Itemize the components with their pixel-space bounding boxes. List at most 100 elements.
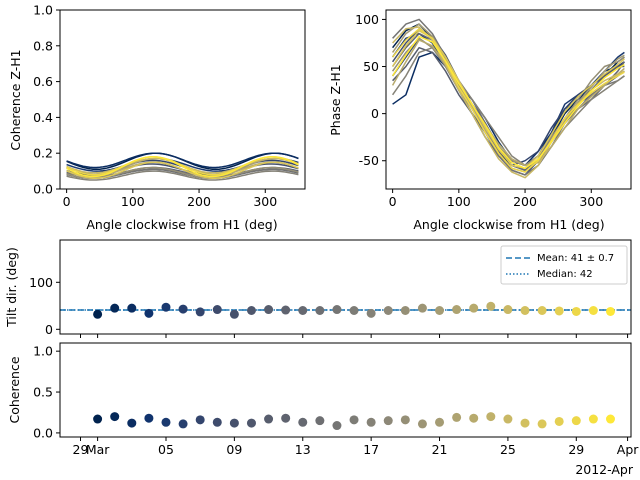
coherence-ytick-label: 1.0 bbox=[33, 3, 53, 18]
tilt-point bbox=[332, 305, 342, 315]
coherence-timeseries-point bbox=[195, 415, 205, 425]
phase-series-line bbox=[392, 28, 625, 173]
coherence-timeseries-point bbox=[264, 414, 274, 424]
tilt-point bbox=[400, 306, 410, 315]
phase-xtick-label: 100 bbox=[447, 194, 471, 209]
tilt-panel: 0 100 Tilt dir. (deg) Mean: 41 ± 0.7 Medi… bbox=[4, 239, 632, 338]
coherence-timeseries-point bbox=[503, 414, 513, 424]
phase-ytick-label: 50 bbox=[363, 59, 379, 74]
coherence-timeseries-point bbox=[349, 415, 359, 425]
coherence-timeseries-ytick-label: 0.0 bbox=[33, 425, 53, 440]
coherence-xtick-label: 0 bbox=[63, 194, 71, 209]
date-xtick-label: 09 bbox=[226, 442, 242, 457]
phase-xtick-label: 0 bbox=[389, 194, 397, 209]
coherence-series-line bbox=[66, 152, 299, 169]
coherence-timeseries-point bbox=[486, 412, 496, 422]
tilt-point bbox=[315, 306, 325, 315]
coherence-timeseries-point bbox=[435, 417, 445, 427]
coherence-timeseries-point bbox=[537, 419, 547, 429]
coherence-timeseries-point bbox=[383, 416, 393, 426]
coherence-series-line bbox=[66, 170, 299, 181]
coherence-curves bbox=[66, 152, 299, 181]
date-xtick-label: 13 bbox=[295, 442, 311, 457]
phase-series-line bbox=[392, 51, 625, 167]
tilt-point bbox=[212, 305, 222, 315]
coherence-ytick-label: 0.0 bbox=[33, 182, 53, 197]
coherence-ytick-label: 0.8 bbox=[33, 38, 53, 53]
phase-ytick-label: -50 bbox=[359, 153, 379, 168]
date-xtick-label: Mar bbox=[86, 442, 110, 457]
coherence-ytick-label: 0.2 bbox=[33, 146, 53, 161]
coherence-xtick-label: 300 bbox=[253, 194, 277, 209]
coherence-xlabel: Angle clockwise from H1 (deg) bbox=[86, 217, 277, 232]
coherence-timeseries-axes-frame bbox=[59, 342, 632, 438]
phase-panel: 0 100 200 300 -50 0 50 100 Angle clockwise from… bbox=[328, 9, 632, 232]
tilt-ticks: 0 100 bbox=[29, 275, 629, 338]
coherence-ytick-label: 0.6 bbox=[33, 74, 53, 89]
phase-xlabel: Angle clockwise from H1 (deg) bbox=[413, 217, 604, 232]
date-xtick-label: 29 bbox=[568, 442, 584, 457]
tilt-point bbox=[571, 306, 581, 316]
date-offset-label: 2012-Apr bbox=[575, 462, 634, 477]
coherence-timeseries-point bbox=[161, 417, 171, 427]
tilt-point bbox=[298, 306, 308, 315]
tilt-point bbox=[349, 306, 359, 315]
coherence-timeseries-point bbox=[246, 418, 256, 428]
phase-ylabel: Phase Z-H1 bbox=[328, 64, 343, 136]
tilt-point bbox=[246, 306, 256, 315]
coherence-xtick-label: 100 bbox=[121, 194, 145, 209]
tilt-point bbox=[486, 301, 496, 311]
tilt-point bbox=[178, 304, 188, 314]
coherence-timeseries-point bbox=[298, 417, 308, 427]
date-xtick-label: 25 bbox=[500, 442, 516, 457]
phase-xtick-label: 200 bbox=[513, 194, 537, 209]
coherence-timeseries-point bbox=[520, 418, 530, 428]
phase-series-line bbox=[391, 39, 625, 167]
coherence-timeseries-point bbox=[366, 417, 376, 427]
coherence-timeseries-point bbox=[93, 414, 103, 424]
coherence-timeseries-ylabel: Coherence bbox=[7, 356, 22, 423]
coherence-timeseries-ytick-label: 0.5 bbox=[33, 385, 53, 400]
coherence-ytick-label: 0.4 bbox=[33, 110, 53, 125]
coherence-timeseries-points bbox=[93, 412, 615, 431]
tilt-ylabel: Tilt dir. (deg) bbox=[4, 247, 19, 328]
tilt-point bbox=[144, 308, 154, 318]
coherence-timeseries-point bbox=[571, 416, 581, 426]
tilt-points bbox=[93, 301, 615, 319]
coherence-timeseries-point bbox=[554, 416, 564, 426]
coherence-timeseries-point bbox=[144, 413, 154, 423]
phase-ytick-label: 100 bbox=[355, 12, 379, 27]
phase-axes-frame bbox=[385, 9, 632, 190]
tilt-point bbox=[229, 309, 239, 319]
date-xtick-label: 21 bbox=[432, 442, 448, 457]
coherence-timeseries-point bbox=[332, 421, 342, 431]
phase-ytick-label: 0 bbox=[371, 106, 379, 121]
coherence-series-line bbox=[66, 161, 299, 179]
tilt-point bbox=[588, 306, 598, 315]
coherence-timeseries-point bbox=[452, 412, 462, 422]
tilt-point bbox=[554, 306, 564, 316]
tilt-point bbox=[366, 308, 376, 318]
coherence-timeseries-point bbox=[229, 418, 239, 428]
coherence-timeseries-point bbox=[469, 413, 479, 423]
coherence-axes-frame bbox=[59, 9, 306, 190]
tilt-point bbox=[537, 306, 547, 315]
tilt-point bbox=[93, 309, 103, 319]
tilt-point bbox=[161, 302, 171, 312]
tilt-ytick-label: 100 bbox=[29, 275, 53, 290]
phase-series-line bbox=[392, 46, 625, 167]
tilt-point bbox=[452, 305, 462, 315]
tilt-point bbox=[520, 306, 530, 315]
tilt-point bbox=[605, 306, 615, 316]
tilt-point bbox=[110, 303, 120, 313]
legend-mean-label: Mean: 41 ± 0.7 bbox=[537, 253, 614, 264]
phase-series-line bbox=[391, 32, 625, 167]
tilt-point bbox=[127, 303, 137, 313]
phase-series-line bbox=[391, 46, 625, 167]
legend-box bbox=[500, 245, 628, 285]
tilt-axes-frame bbox=[59, 239, 632, 335]
coherence-timeseries-point bbox=[315, 416, 325, 426]
tilt-point bbox=[469, 303, 479, 313]
